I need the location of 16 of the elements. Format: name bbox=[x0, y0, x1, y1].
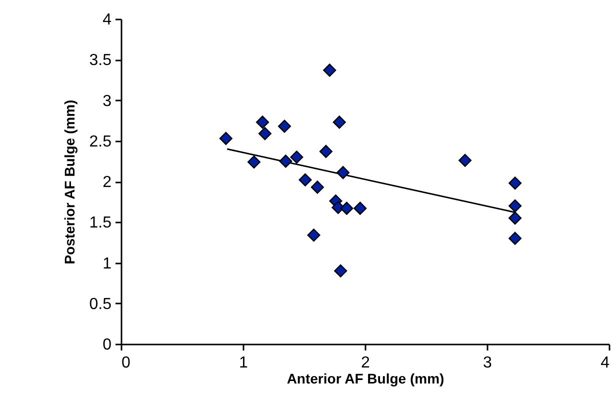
y-tick-label: 0.5 bbox=[89, 296, 112, 313]
x-axis-title: Anterior AF Bulge (mm) bbox=[286, 370, 444, 386]
x-tick-label: 2 bbox=[361, 354, 370, 372]
x-tick-label: 1 bbox=[239, 354, 248, 372]
y-tick-label: 4 bbox=[102, 12, 112, 28]
x-tick-label: 3 bbox=[483, 354, 492, 372]
y-tick-label: 1 bbox=[102, 255, 112, 272]
y-tick-label: 2.5 bbox=[89, 133, 112, 150]
y-tick-label: 3.5 bbox=[89, 52, 112, 70]
y-axis-title: Posterior AF Bulge (mm) bbox=[61, 100, 78, 264]
y-tick-label: 0 bbox=[102, 336, 112, 354]
x-tick-label: 0 bbox=[122, 354, 130, 372]
y-tick-label: 1.5 bbox=[89, 214, 112, 232]
y-tick-label: 2 bbox=[102, 174, 112, 191]
y-tick-label: 3 bbox=[102, 92, 112, 110]
x-tick-label: 4 bbox=[600, 354, 610, 372]
